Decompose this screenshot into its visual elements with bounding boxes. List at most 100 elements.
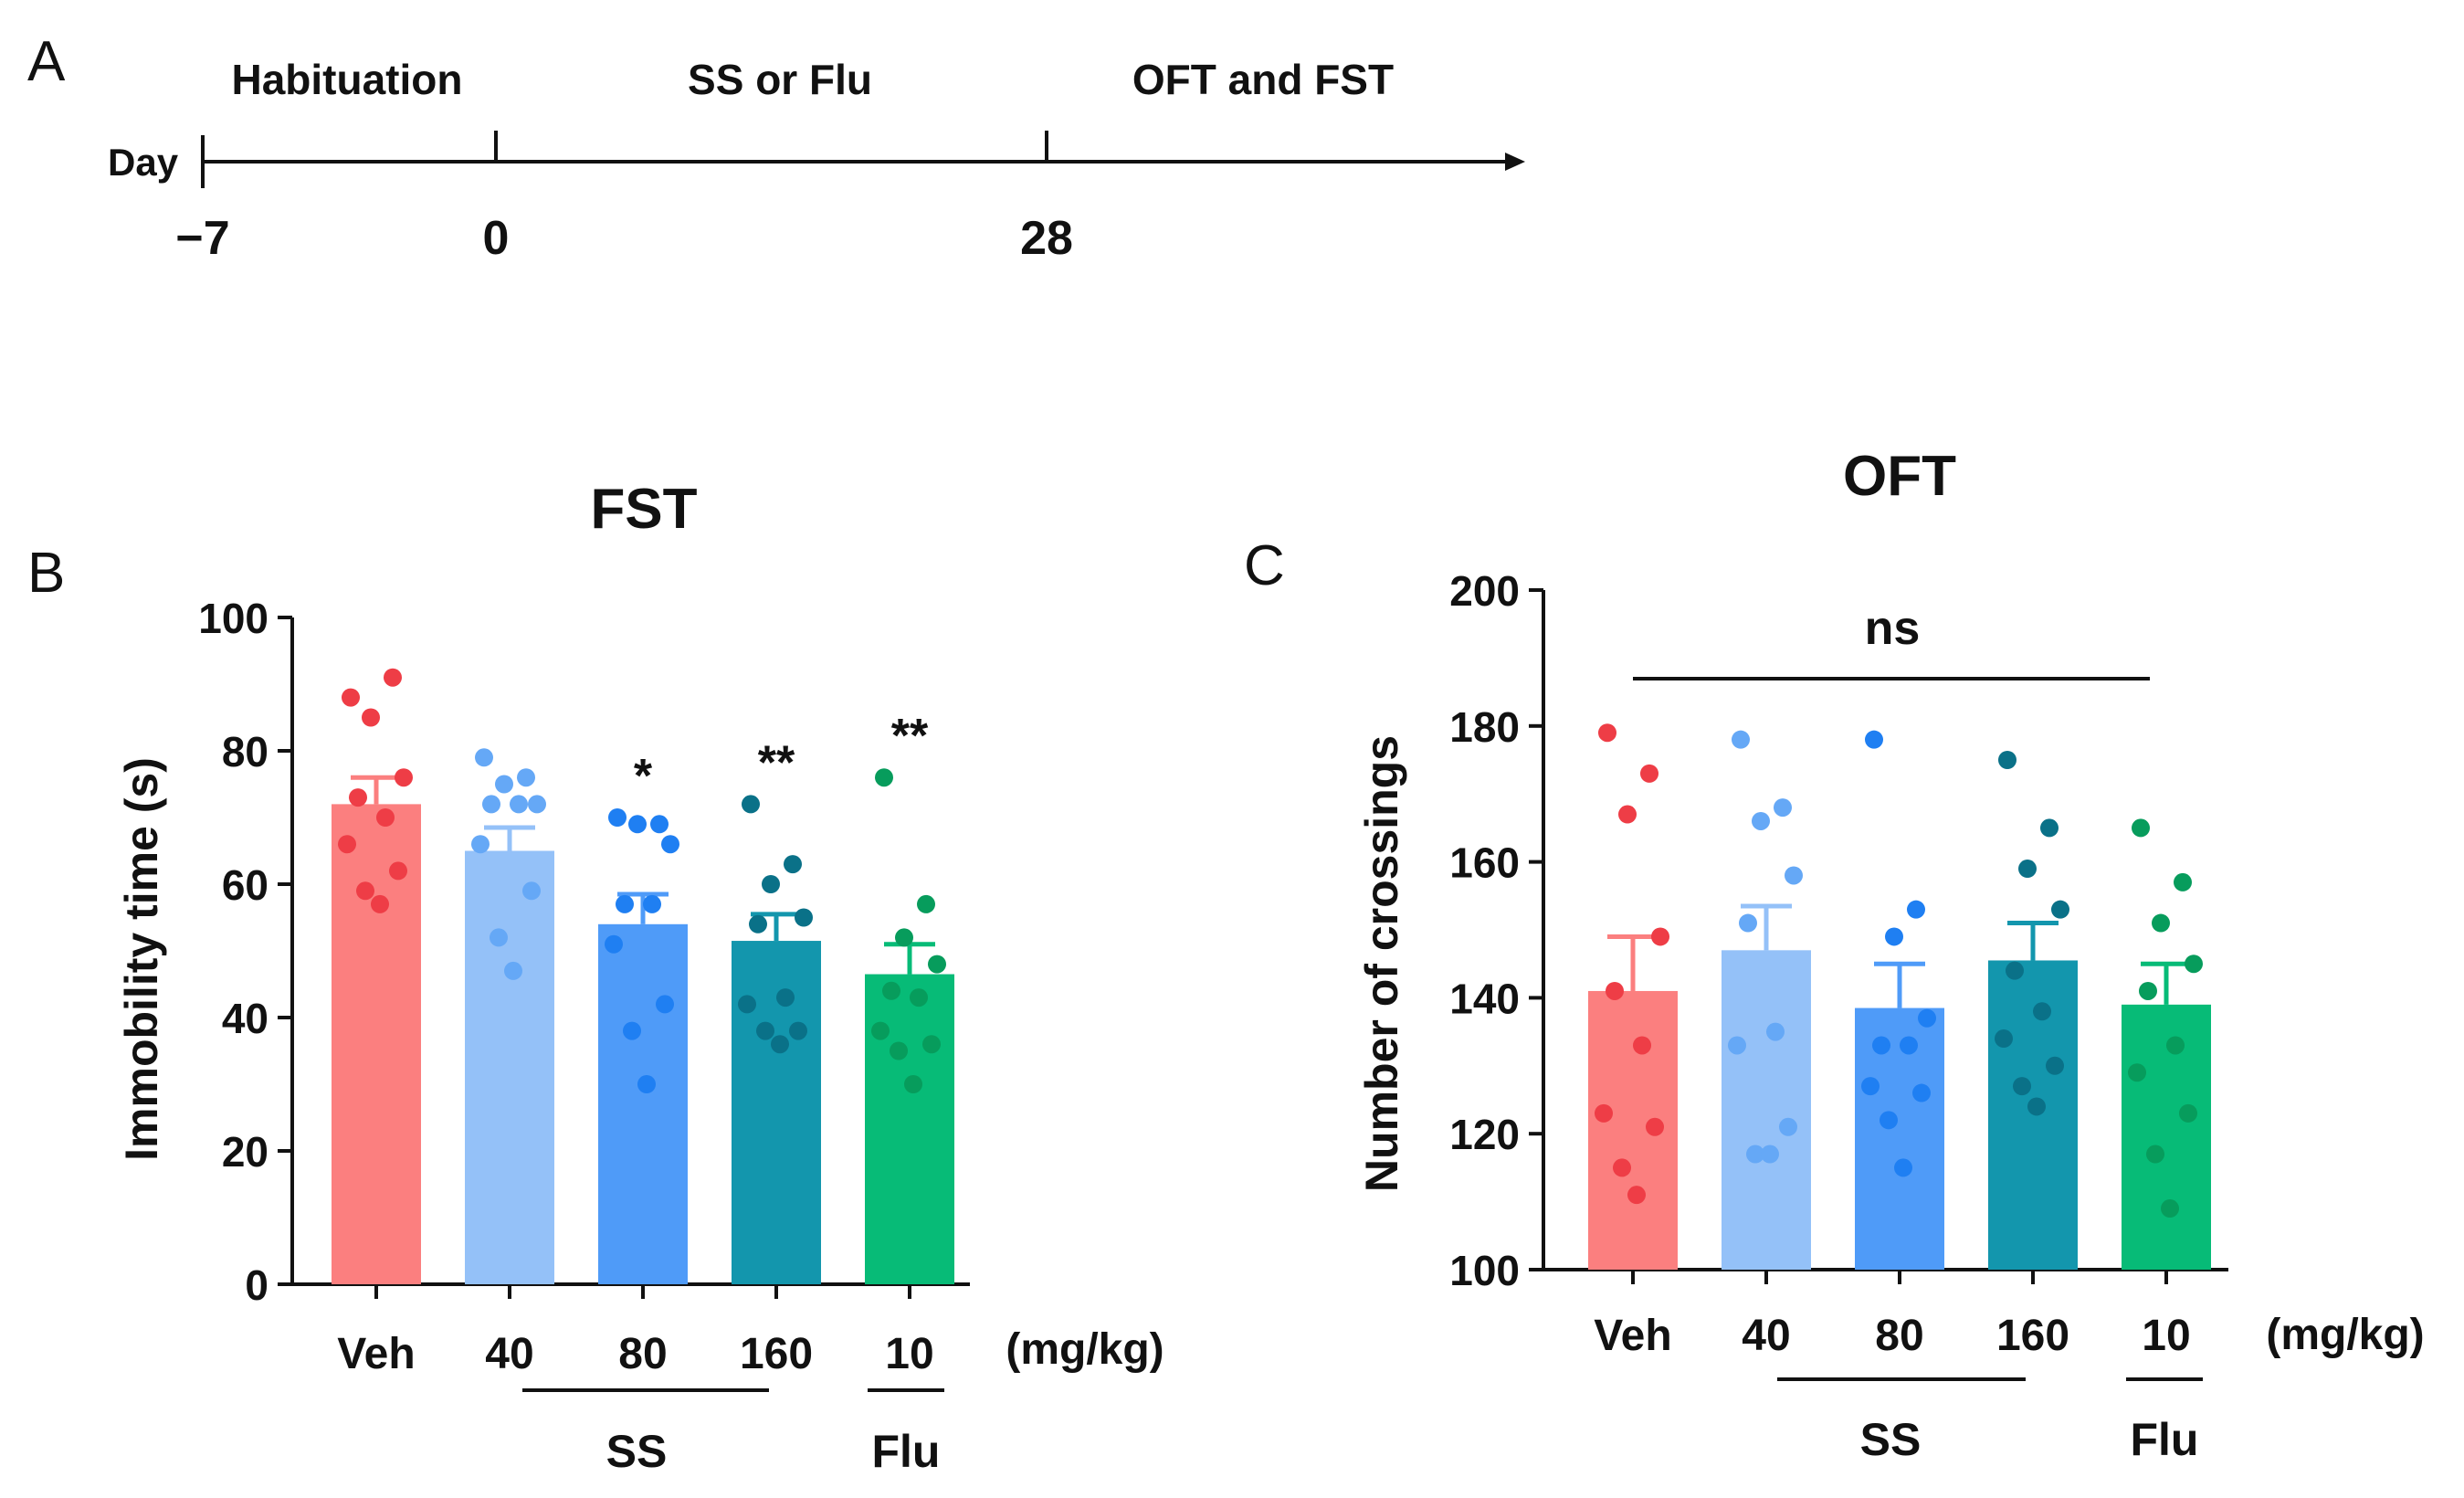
fst-point-ss80 [661, 835, 679, 854]
oft-group-label-flu: Flu [2131, 1414, 2199, 1465]
fst-point-flu [871, 1021, 890, 1040]
timeline-phase-tests: OFT and FST [1132, 56, 1394, 103]
fst-group-label-flu: Flu [872, 1426, 941, 1477]
oft-bar-ss80 [1855, 1007, 1944, 1270]
oft-point-ss40 [1761, 1145, 1779, 1164]
timeline-arrowhead [1505, 153, 1525, 171]
fst-point-flu [928, 955, 946, 974]
fst-group-label-ss: SS [606, 1426, 668, 1477]
fst-point-veh [384, 668, 402, 687]
oft-y-tick-label: 200 [1449, 567, 1520, 615]
oft-point-ss80 [1885, 927, 1903, 946]
fst-significance-ss160: ** [758, 736, 795, 789]
fst-point-ss80 [608, 808, 627, 827]
fst-bar-veh [332, 804, 421, 1284]
oft-point-flu [2152, 913, 2170, 933]
fst-point-flu [910, 988, 928, 1007]
oft-bar-flu [2122, 1004, 2211, 1270]
fst-point-ss40 [490, 928, 508, 947]
timeline-phase-habituation: Habituation [232, 56, 463, 103]
fst-unit-label: (mg/kg) [1006, 1325, 1164, 1374]
fst-x-tick-label-veh: Veh [337, 1330, 415, 1378]
fst-chart-panel: B FST Immobility time (s) (mg/kg) SS Flu… [27, 478, 1164, 1477]
oft-point-ss40 [1728, 1036, 1746, 1055]
fst-bar-ss80 [598, 923, 688, 1284]
fst-point-ss80 [643, 894, 661, 913]
fst-point-ss40 [495, 775, 513, 794]
fst-point-ss160 [749, 914, 767, 934]
fst-point-veh [376, 808, 395, 827]
fst-point-ss40 [522, 881, 541, 901]
oft-point-flu [2179, 1103, 2197, 1123]
oft-bar-ss160 [1988, 960, 2078, 1270]
oft-x-tick-label-flu: 10 [2142, 1312, 2190, 1360]
oft-y-tick-label: 120 [1449, 1111, 1520, 1158]
fst-point-ss80 [656, 995, 674, 1014]
fst-point-flu [922, 1035, 941, 1054]
oft-point-ss80 [1861, 1077, 1880, 1096]
oft-y-tick-label: 140 [1449, 975, 1520, 1022]
fst-point-veh [389, 861, 407, 881]
oft-point-ss40 [1779, 1117, 1797, 1136]
oft-chart-panel: C OFT Number of crossings (mg/kg) SS Flu… [1244, 445, 2425, 1465]
panel-label-b: B [27, 542, 65, 605]
oft-point-ss80 [1912, 1083, 1931, 1102]
oft-point-veh [1606, 981, 1624, 1000]
fst-point-flu [882, 981, 900, 1000]
oft-unit-label: (mg/kg) [2266, 1311, 2424, 1359]
oft-plot-area: 100 120 140 160 180 200 Veh 40 80 160 10 [1449, 567, 2228, 1360]
fst-point-ss80 [616, 894, 634, 913]
fst-point-ss40 [475, 748, 493, 767]
fst-point-ss160 [789, 1021, 807, 1040]
fst-plot-area: 0 20 40 60 80 100 Veh 40 80 * 160 ** 10 ** [198, 595, 970, 1378]
fst-point-ss80 [650, 815, 669, 834]
panel-label-a: A [27, 30, 66, 93]
fst-y-tick-label: 80 [222, 728, 269, 775]
oft-point-ss80 [1907, 900, 1925, 919]
oft-point-ss40 [1752, 811, 1770, 830]
oft-chart-title: OFT [1843, 445, 1956, 508]
oft-y-tick-label: 160 [1449, 839, 1520, 887]
oft-point-ss80 [1918, 1008, 1936, 1028]
panel-label-c: C [1244, 534, 1285, 597]
oft-point-flu [2161, 1199, 2179, 1218]
fst-point-ss40 [471, 835, 490, 854]
fst-point-ss80 [628, 815, 647, 834]
oft-point-flu [2139, 981, 2157, 1000]
oft-y-axis-label: Number of crossings [1356, 735, 1407, 1192]
fst-point-flu [895, 928, 913, 947]
timeline-phase-treatment: SS or Flu [688, 56, 872, 103]
oft-point-ss80 [1865, 730, 1883, 749]
oft-point-veh [1627, 1186, 1646, 1205]
oft-y-tick-label: 100 [1449, 1247, 1520, 1294]
oft-point-ss40 [1774, 798, 1792, 818]
oft-point-veh [1646, 1117, 1664, 1136]
fst-y-tick-label: 0 [245, 1261, 269, 1309]
fst-point-flu [890, 1041, 908, 1060]
oft-point-flu [2174, 872, 2192, 891]
oft-x-tick-label-ss160: 160 [1996, 1312, 2069, 1360]
fst-bar-flu [865, 974, 954, 1284]
fst-point-veh [356, 881, 374, 901]
fst-y-tick-label: 60 [222, 861, 269, 909]
fst-x-tick-label-flu: 10 [885, 1330, 933, 1378]
fst-x-tick-label-ss80: 80 [618, 1330, 667, 1378]
oft-point-ss160 [2018, 860, 2037, 879]
fst-y-tick-label: 100 [198, 595, 269, 642]
fst-point-ss160 [756, 1021, 774, 1040]
oft-point-ss160 [2033, 1002, 2051, 1021]
fst-point-ss160 [771, 1035, 789, 1054]
oft-point-flu [2166, 1036, 2185, 1055]
fst-y-tick-label: 20 [222, 1128, 269, 1176]
oft-point-ss80 [1880, 1111, 1898, 1130]
fst-point-ss160 [738, 995, 756, 1014]
oft-point-veh [1633, 1036, 1651, 1055]
oft-y-tick-label: 180 [1449, 703, 1520, 751]
oft-x-tick-label-ss80: 80 [1875, 1312, 1923, 1360]
fst-point-veh [342, 688, 360, 707]
oft-point-ss160 [2051, 900, 2069, 919]
oft-point-ss40 [1785, 866, 1803, 885]
oft-point-ss80 [1900, 1036, 1918, 1055]
fst-point-flu [917, 894, 935, 913]
oft-point-veh [1651, 927, 1669, 946]
